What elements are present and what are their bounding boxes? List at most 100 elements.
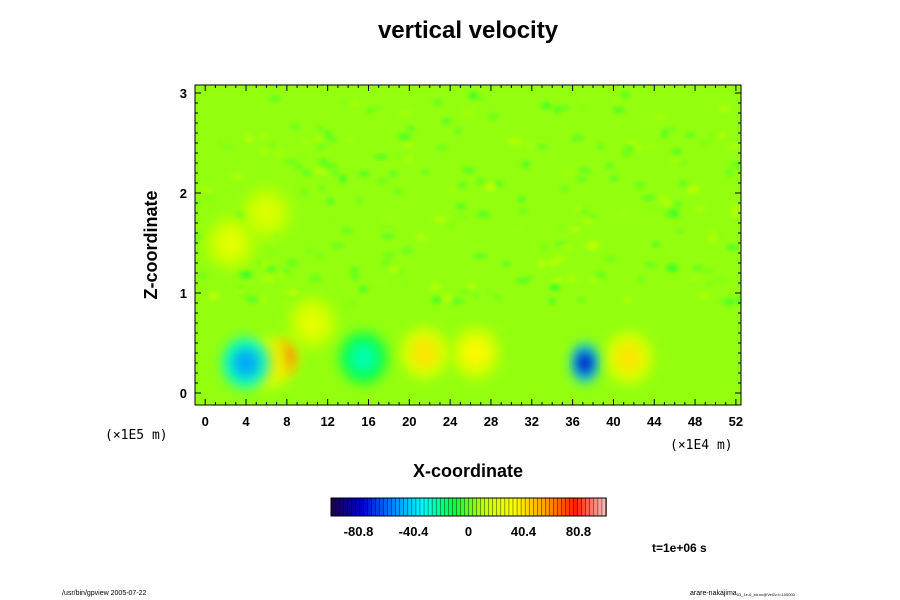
texture-mark — [521, 160, 531, 168]
texture-mark — [269, 248, 278, 256]
texture-mark — [462, 167, 476, 174]
texture-mark — [684, 132, 695, 138]
texture-mark — [540, 102, 552, 110]
texture-mark — [394, 154, 404, 160]
x-tick-label: 0 — [202, 414, 209, 429]
texture-mark — [511, 162, 519, 167]
texture-mark — [380, 226, 394, 234]
texture-mark — [331, 243, 345, 249]
texture-mark — [281, 300, 289, 306]
texture-mark — [195, 199, 202, 205]
texture-mark — [695, 206, 705, 211]
texture-mark — [565, 167, 575, 175]
texture-mark — [686, 187, 696, 194]
texture-mark — [653, 113, 666, 119]
texture-mark — [515, 278, 528, 284]
texture-mark — [725, 168, 734, 177]
texture-mark — [548, 298, 557, 304]
texture-mark — [381, 258, 392, 266]
texture-mark — [644, 262, 657, 268]
colorbar-tick-label: -80.8 — [344, 524, 374, 539]
x-tick-label: 36 — [565, 414, 579, 429]
texture-mark — [488, 113, 498, 120]
texture-mark — [501, 261, 510, 267]
texture-mark — [266, 264, 276, 273]
texture-mark — [326, 198, 334, 205]
texture-mark — [321, 147, 331, 155]
texture-mark — [596, 143, 605, 151]
texture-mark — [485, 182, 498, 191]
texture-mark — [448, 187, 456, 194]
texture-mark — [637, 276, 645, 283]
y-axis-ticks: 0 1 2 3 — [180, 86, 741, 401]
texture-mark — [195, 232, 203, 241]
texture-mark — [468, 91, 478, 100]
footer-left: /usr/bin/gpview 2005-07-22 — [62, 590, 147, 597]
texture-mark — [351, 100, 358, 107]
texture-mark — [730, 204, 741, 211]
texture-mark — [397, 269, 406, 275]
feature-core — [217, 228, 244, 258]
texture-mark — [551, 278, 565, 283]
texture-mark — [273, 150, 285, 159]
texture-mark — [259, 134, 268, 139]
texture-mark — [323, 131, 333, 137]
y-tick-label: 3 — [180, 86, 187, 101]
time-label: t=1e+06 s — [652, 541, 707, 555]
texture-mark — [313, 135, 322, 143]
x-tick-label: 28 — [484, 414, 498, 429]
texture-mark — [278, 280, 288, 287]
texture-mark — [717, 105, 730, 112]
texture-mark — [440, 295, 454, 303]
texture-mark — [374, 154, 388, 159]
texture-mark — [301, 169, 311, 176]
texture-mark — [240, 271, 253, 279]
texture-mark — [195, 225, 204, 230]
texture-mark — [633, 181, 647, 189]
texture-mark — [324, 163, 338, 170]
texture-mark — [459, 289, 470, 295]
texture-mark — [326, 136, 338, 142]
texture-mark — [605, 163, 614, 169]
texture-mark — [348, 170, 359, 176]
texture-mark — [365, 108, 374, 113]
y-axis-label: Z-coordinate — [141, 190, 161, 299]
texture-mark — [295, 163, 302, 171]
texture-mark — [284, 158, 297, 165]
texture-mark — [327, 216, 337, 221]
texture-mark — [351, 274, 359, 280]
texture-mark — [332, 170, 339, 176]
x-tick-label: 32 — [525, 414, 539, 429]
texture-mark — [577, 297, 585, 303]
texture-mark — [388, 171, 398, 177]
texture-mark — [476, 211, 490, 218]
texture-mark — [431, 296, 442, 304]
texture-mark — [466, 283, 477, 290]
texture-mark — [578, 167, 591, 175]
texture-mark — [259, 296, 267, 303]
texture-mark — [358, 286, 368, 293]
texture-mark — [399, 109, 413, 116]
texture-mark — [559, 242, 572, 249]
texture-mark — [205, 196, 217, 201]
texture-mark — [308, 274, 323, 282]
texture-mark — [620, 91, 630, 98]
texture-mark — [454, 128, 462, 136]
y-tick-label: 2 — [180, 186, 187, 201]
texture-mark — [350, 266, 359, 274]
texture-mark — [555, 224, 566, 233]
texture-mark — [648, 205, 657, 211]
texture-mark — [604, 256, 616, 263]
texture-mark — [621, 152, 632, 157]
colorbar: -80.8 -40.4 0 40.4 80.8 — [330, 497, 607, 539]
texture-mark — [645, 144, 657, 149]
texture-mark — [526, 142, 537, 150]
texture-mark — [560, 186, 569, 192]
texture-mark — [706, 281, 714, 287]
texture-mark — [261, 148, 276, 154]
texture-mark — [577, 98, 587, 104]
texture-mark — [623, 146, 636, 151]
texture-mark — [418, 275, 430, 282]
texture-mark — [434, 144, 449, 152]
x-tick-label: 40 — [606, 414, 620, 429]
